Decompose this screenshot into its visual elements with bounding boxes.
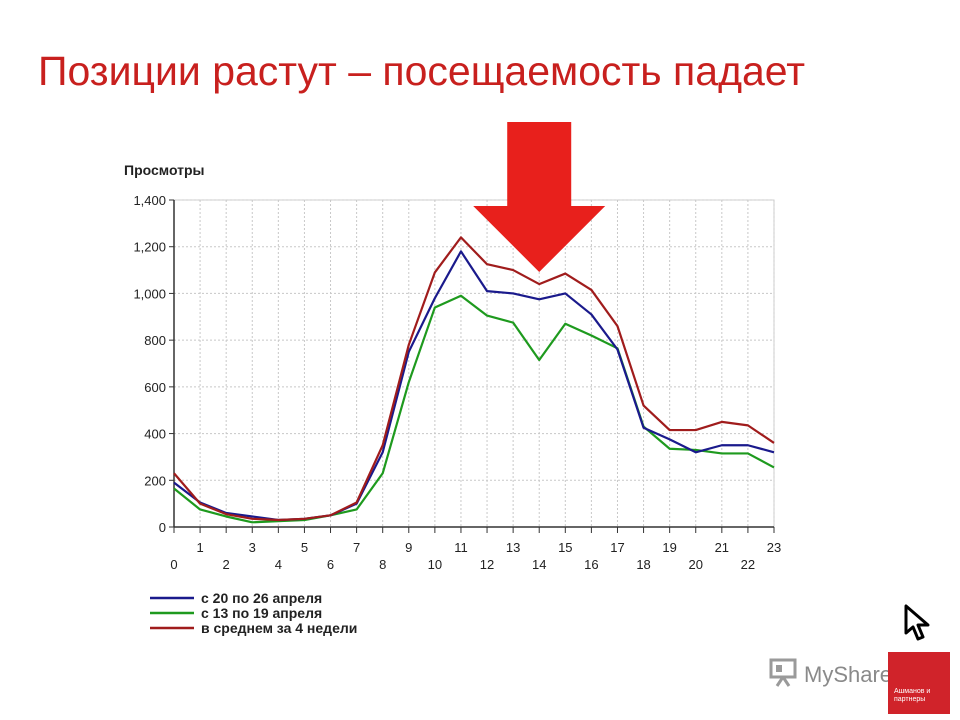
legend-label: с 20 по 26 апреля — [201, 590, 322, 606]
chart-axes: 02004006008001,0001,2001,400012345678910… — [133, 193, 781, 572]
legend-label: в среднем за 4 недели — [201, 620, 357, 636]
x-tick-label: 12 — [480, 557, 494, 572]
x-tick-label: 13 — [506, 540, 520, 555]
x-tick-label: 4 — [275, 557, 282, 572]
x-tick-label: 21 — [715, 540, 729, 555]
y-tick-label: 800 — [144, 333, 166, 348]
series-line-2 — [173, 294, 775, 524]
y-axis-title: Просмотры — [124, 162, 205, 178]
legend-label: с 13 по 19 апреля — [201, 605, 322, 621]
x-tick-label: 18 — [636, 557, 650, 572]
x-tick-label: 15 — [558, 540, 572, 555]
slide-title: Позиции растут – посещаемость падает — [38, 48, 806, 94]
chart-grid — [173, 199, 775, 528]
x-tick-label: 9 — [405, 540, 412, 555]
plot-area — [173, 199, 775, 528]
y-tick-label: 400 — [144, 427, 166, 442]
y-tick-label: 1,400 — [133, 193, 166, 208]
series-line-3 — [173, 236, 775, 522]
x-tick-label: 22 — [741, 557, 755, 572]
presentation-icon — [768, 657, 800, 693]
x-tick-label: 23 — [767, 540, 781, 555]
watermark-text: MyShared — [804, 662, 905, 687]
x-tick-label: 3 — [249, 540, 256, 555]
y-tick-label: 200 — [144, 473, 166, 488]
x-tick-label: 8 — [379, 557, 386, 572]
down-arrow-annotation — [473, 122, 606, 272]
x-tick-label: 10 — [428, 557, 442, 572]
x-tick-label: 7 — [353, 540, 360, 555]
y-tick-label: 1,000 — [133, 286, 166, 301]
x-tick-label: 17 — [610, 540, 624, 555]
x-tick-label: 6 — [327, 557, 334, 572]
x-tick-label: 1 — [196, 540, 203, 555]
x-tick-label: 5 — [301, 540, 308, 555]
brand-badge-text: Ашманов и партнеры — [894, 688, 931, 703]
x-tick-label: 14 — [532, 557, 546, 572]
brand-badge: Ашманов и партнеры — [888, 652, 950, 714]
y-tick-label: 1,200 — [133, 240, 166, 255]
y-tick-label: 0 — [159, 520, 166, 535]
x-tick-label: 16 — [584, 557, 598, 572]
x-tick-label: 2 — [223, 557, 230, 572]
x-tick-label: 19 — [662, 540, 676, 555]
x-tick-label: 20 — [689, 557, 703, 572]
watermark: MyShared — [768, 657, 904, 693]
y-tick-label: 600 — [144, 380, 166, 395]
down-arrow-icon — [473, 122, 606, 272]
x-tick-label: 11 — [454, 540, 468, 555]
chart-series — [173, 236, 775, 524]
x-tick-label: 0 — [170, 557, 177, 572]
cursor-icon — [902, 603, 932, 648]
